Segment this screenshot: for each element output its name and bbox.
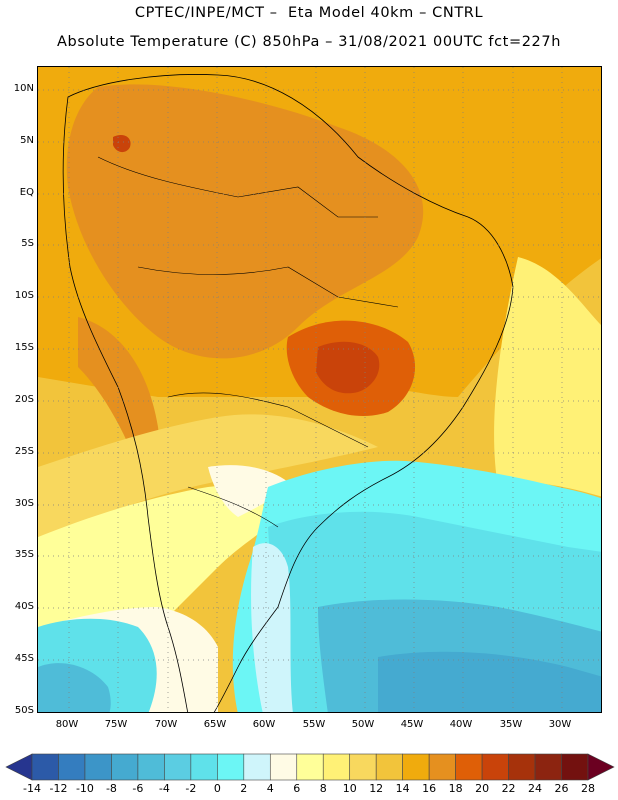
colorbar-tick-label: -14 [23,782,41,795]
colorbar-tick-label: 8 [319,782,327,795]
lon-label-80w: 80W [55,719,79,730]
lat-label-10n: 10N [13,83,34,94]
colorbar-swatch [164,753,192,781]
colorbar-swatch [296,753,324,781]
border-lines-south [167,392,369,448]
hotspot-core [316,341,380,394]
colorbar-tick-label: 26 [554,782,569,795]
deep-cold-region [378,651,601,712]
colorbar-tick-label: 0 [213,782,221,795]
lon-label-30w: 30W [548,719,572,730]
lon-label-40w: 40W [449,719,473,730]
hot-interior-region [66,84,424,359]
colorbar-tick-label: 6 [293,782,301,795]
border-lines-central [137,266,399,308]
lat-label-10s: 10S [14,290,34,301]
atlantic-yellow-strip [494,257,601,497]
colorbar-swatch [375,753,403,781]
lat-label-35s: 35S [14,549,34,560]
colorbar-swatch [481,753,509,781]
lon-label-75w: 75W [104,719,128,730]
coastal-cool-strip [251,543,293,712]
colorbar-swatch [349,753,377,781]
mid-latitude-yellow [38,414,378,537]
lon-label-70w: 70W [154,719,178,730]
colorbar-swatch [428,753,456,781]
lat-label-25s: 25S [14,446,34,457]
lat-label-20s: 20S [14,394,34,405]
map-subtitle: Absolute Temperature (C) 850hPa – 31/08/… [57,34,561,50]
colorbar-swatch [217,753,245,781]
colorbar-tick-label: -4 [158,782,170,795]
colorbar-swatch [534,753,562,781]
colorbar-tick-label: 24 [528,782,543,795]
colorbar-swatch [190,753,218,781]
continent-outline [62,74,514,712]
colorbar-swatch [508,753,536,781]
border-lines-plata [187,486,279,528]
colorbar-swatch [58,753,86,781]
colorbar-tick-label: 4 [266,782,274,795]
colorbar-tick-label: 16 [422,782,437,795]
map-title: CPTEC/INPE/MCT – Eta Model 40km – CNTRL [134,5,484,21]
patagonia-colder [38,663,111,712]
lon-label-50w: 50W [351,719,375,730]
pale-band [208,465,288,517]
lon-label-45w: 45W [400,719,424,730]
colorbar-tick-label: -8 [105,782,117,795]
colorbar-tick-label: 10 [342,782,357,795]
lon-label-35w: 35W [499,719,523,730]
colorbar-tick-label: -6 [132,782,144,795]
colorbar-swatch [31,753,59,781]
colorbar-swatch [455,753,483,781]
colorbar-max-arrow [587,753,615,781]
colorbar-tick-label: -2 [185,782,197,795]
lat-label-40s: 40S [14,601,34,612]
lon-label-60w: 60W [252,719,276,730]
colorbar-tick-label: 20 [475,782,490,795]
colorbar-min-arrow [5,753,33,781]
lat-label-30s: 30S [14,498,34,509]
lat-label-5n: 5N [20,135,34,146]
colorbar-tick-label: 22 [501,782,516,795]
lat-label-5s: 5S [21,238,34,249]
north-hotspot [113,135,131,153]
colorbar-swatch [561,753,589,781]
lat-lon-grid [38,67,601,712]
colorbar-swatch [111,753,139,781]
colorbar-swatch [84,753,112,781]
colorbar-tick-label: -10 [75,782,94,795]
lat-label-eq: EQ [19,187,34,198]
colorbar-tick-label: 28 [581,782,595,795]
temperature-map[interactable] [37,66,602,713]
lat-label-45s: 45S [14,653,34,664]
border-lines-north [97,156,378,218]
colorbar-tick-label: 12 [369,782,384,795]
colorbar-swatch [402,753,430,781]
colorbar-swatch [322,753,351,781]
colorbar-swatch [243,753,271,781]
lat-label-15s: 15S [14,342,34,353]
lon-label-65w: 65W [203,719,227,730]
lon-label-55w: 55W [302,719,326,730]
colorbar-tick-label: -12 [49,782,68,795]
colorbar-tick-label: 14 [395,782,410,795]
temperature-colorbar [5,753,615,781]
temperature-field [38,67,601,712]
colorbar-tick-label: 2 [240,782,248,795]
colorbar-tick-label: 18 [448,782,463,795]
colorbar-swatch [137,753,165,781]
lat-label-50s: 50S [14,705,34,716]
colorbar-swatch [269,753,298,781]
